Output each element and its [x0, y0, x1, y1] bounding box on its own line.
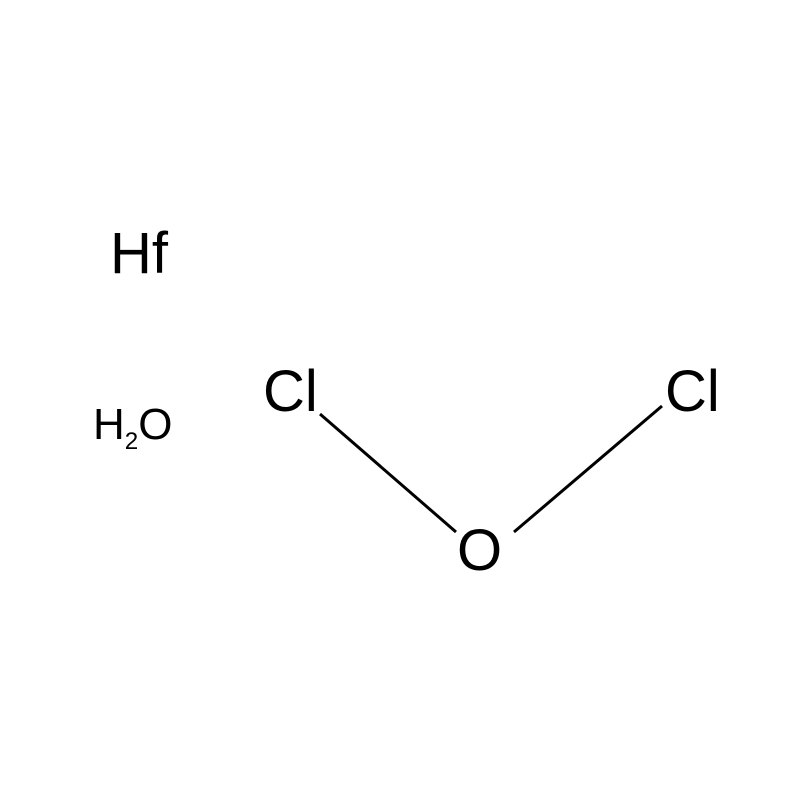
atom-cl-left: Cl	[263, 363, 318, 421]
atom-h2o: H2O	[93, 403, 172, 447]
atom-h2o-o: O	[138, 400, 172, 449]
atom-o-center: O	[457, 522, 502, 580]
molecule-canvas: Hf H2O Cl Cl O	[0, 0, 800, 800]
bond-cl-left-o	[320, 414, 456, 532]
atom-hf: Hf	[110, 225, 168, 283]
bond-o-cl-right	[514, 406, 662, 532]
atom-h2o-h: H	[93, 400, 125, 449]
atom-cl-right: Cl	[665, 363, 720, 421]
atom-h2o-sub2: 2	[125, 428, 138, 455]
